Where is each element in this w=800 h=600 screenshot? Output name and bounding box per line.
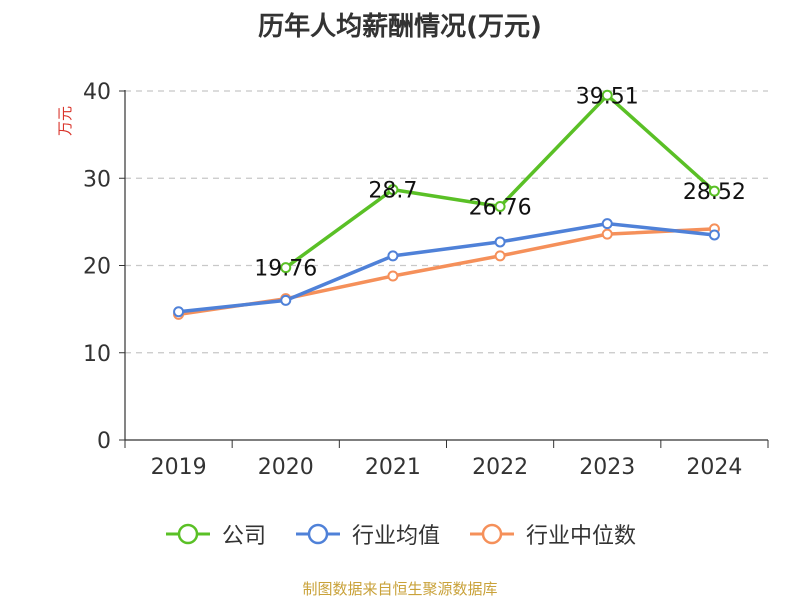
legend-item-company[interactable]: 公司 xyxy=(164,518,266,550)
x-tick-label-2024: 2024 xyxy=(686,455,742,480)
x-tick-label-2020: 2020 xyxy=(258,455,314,480)
x-tick-label-2019: 2019 xyxy=(151,455,207,480)
data-label-2022: 26.76 xyxy=(469,196,532,221)
data-label-2021: 28.7 xyxy=(368,179,417,204)
y-axis-label: 万元 xyxy=(56,106,74,136)
y-tick-label-3: 30 xyxy=(83,167,111,192)
point-s1-2021 xyxy=(387,250,399,262)
legend-swatch-industry-mean xyxy=(295,523,340,545)
point-s0-2020 xyxy=(280,262,292,274)
legend-item-industry-mean[interactable]: 行业均值 xyxy=(294,518,440,550)
y-tick-label-2: 20 xyxy=(83,255,111,280)
legend-swatch-industry-median xyxy=(470,523,514,545)
series-line-1 xyxy=(178,221,715,314)
data-label-2024: 28.52 xyxy=(683,180,746,205)
point-s2-2022 xyxy=(494,250,506,262)
point-s0-2021 xyxy=(387,184,399,196)
point-s0-2023 xyxy=(601,89,613,101)
point-s2-2021 xyxy=(387,270,399,282)
legend-item-industry-median[interactable]: 行业中位数 xyxy=(468,518,636,550)
x-tick-label-2022: 2022 xyxy=(472,455,528,480)
legend-label-company: 公司 xyxy=(221,524,266,549)
x-tick-label-2021: 2021 xyxy=(365,455,421,480)
y-tick-label-0: 0 xyxy=(97,429,111,454)
legend-label-industry-median: 行业中位数 xyxy=(526,524,637,549)
source-footer: 制图数据来自恒生聚源数据库 xyxy=(302,580,498,598)
chart-title: 历年人均薪酬情况(万元) xyxy=(258,12,542,42)
point-s0-2024 xyxy=(708,185,720,197)
point-s0-2022 xyxy=(494,201,506,213)
data-label-2020: 19.76 xyxy=(254,257,317,282)
y-tick-label-4: 40 xyxy=(83,80,111,105)
data-label-2023: 39.51 xyxy=(576,84,639,109)
point-s1-2019 xyxy=(173,306,185,318)
x-tick-label-2023: 2023 xyxy=(579,455,635,480)
legend-swatch-company xyxy=(165,523,210,545)
legend-label-industry-mean: 行业均值 xyxy=(351,524,440,549)
y-tick-label-1: 10 xyxy=(83,342,111,367)
point-s1-2024 xyxy=(708,229,720,241)
point-s1-2023 xyxy=(601,218,613,230)
point-s2-2023 xyxy=(601,228,613,240)
point-s1-2022 xyxy=(494,236,506,248)
legend: 公司 行业均值 行业中位数 xyxy=(0,518,800,550)
point-s1-2020 xyxy=(280,294,292,306)
